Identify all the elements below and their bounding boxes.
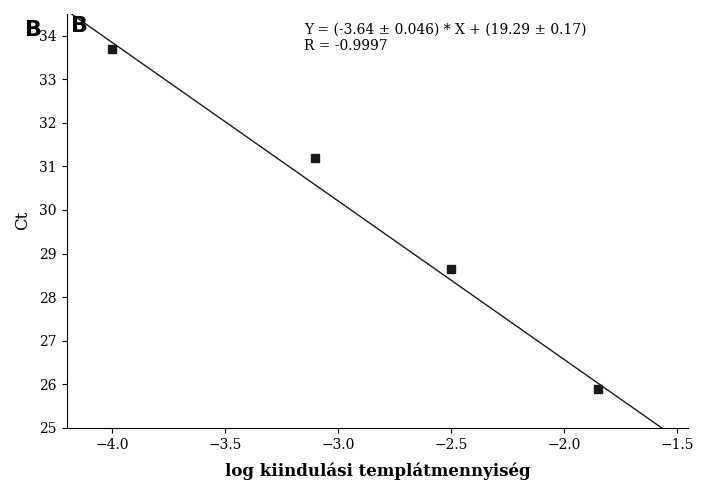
X-axis label: log kiindulási templátmennyiség: log kiindulási templátmennyiség: [225, 462, 530, 480]
Text: Y = (-3.64 ± 0.046) * X + (19.29 ± 0.17)
R = -0.9997: Y = (-3.64 ± 0.046) * X + (19.29 ± 0.17)…: [304, 23, 586, 53]
Text: B: B: [71, 16, 88, 36]
Text: B: B: [25, 20, 42, 40]
Y-axis label: Ct: Ct: [14, 211, 31, 231]
